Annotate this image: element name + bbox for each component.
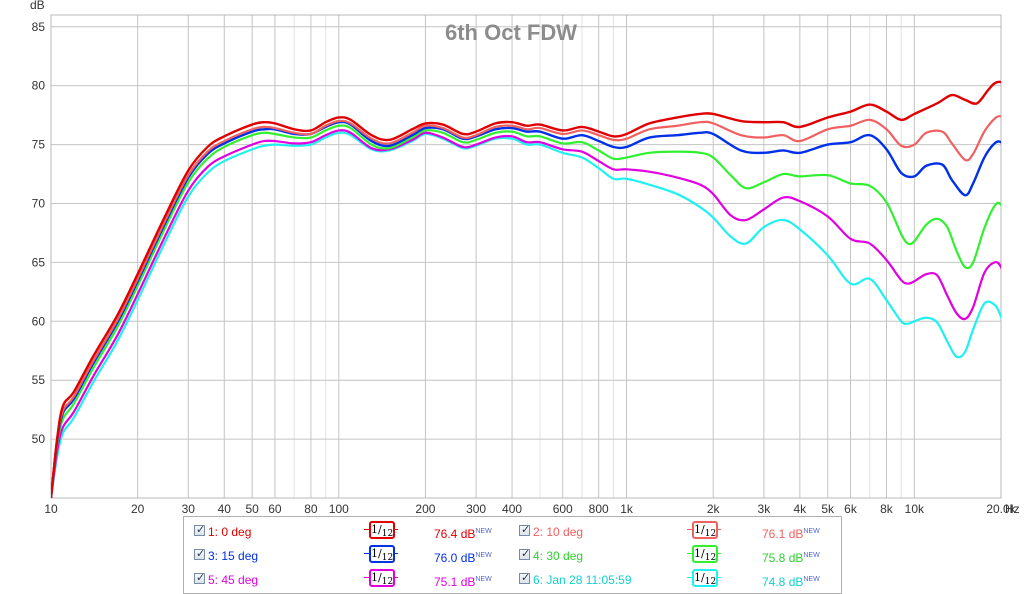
smoothing-indicator[interactable]: 1/12	[364, 521, 398, 539]
plot-area	[51, 15, 1001, 498]
series-line-1	[51, 80, 1001, 498]
x-tick-label: 100	[329, 502, 349, 516]
x-tick-label: 200	[415, 502, 435, 516]
smoothing-indicator[interactable]: 1/12	[687, 545, 721, 563]
checkbox-icon[interactable]: ✓	[519, 524, 531, 536]
smoothing-indicator[interactable]: 1/12	[364, 569, 398, 587]
x-tick-label: 20	[131, 502, 145, 516]
series-line-2	[51, 115, 1001, 498]
y-tick-label: 50	[32, 432, 46, 446]
level-readout: 75.1 dBNEW	[434, 575, 492, 589]
checkbox-icon[interactable]: ✓	[519, 548, 531, 560]
x-tick-label: 50	[245, 502, 259, 516]
x-tick-label: 800	[589, 502, 609, 516]
legend-item-4[interactable]: ✓ 5: 45 deg	[194, 571, 364, 589]
y-axis-unit: dB	[30, 0, 45, 12]
x-tick-label: 10	[44, 502, 58, 516]
y-tick-label: 70	[32, 196, 46, 210]
x-tick-label: 1k	[620, 502, 634, 516]
checkbox-icon[interactable]: ✓	[519, 572, 531, 584]
frequency-response-plot[interactable]: 6th Oct FDW dB Hz 10 20 30 40 50 60 80 100 200 30…	[0, 0, 1024, 516]
checkbox-icon[interactable]: ✓	[194, 524, 206, 536]
level-readout: 75.8 dBNEW	[762, 551, 820, 565]
chart-title: 6th Oct FDW	[445, 20, 577, 45]
series-line-5	[51, 129, 1001, 498]
legend-item-5[interactable]: ✓ 6: Jan 28 11:05:59	[519, 571, 679, 589]
x-tick-label: 8k	[880, 502, 894, 516]
y-tick-label: 75	[32, 138, 46, 152]
legend-item-3[interactable]: ✓ 4: 30 deg	[519, 547, 679, 565]
x-tick-label: 60	[268, 502, 282, 516]
plot-frame	[50, 14, 1002, 499]
checkbox-icon[interactable]: ✓	[194, 572, 206, 584]
legend-item-label: 6: Jan 28 11:05:59	[533, 573, 632, 587]
smoothing-indicator[interactable]: 1/12	[687, 521, 721, 539]
y-tick-label: 65	[32, 255, 46, 269]
legend-item-label: 5: 45 deg	[208, 573, 259, 587]
x-tick-label: 600	[553, 502, 573, 516]
x-tick-label: 4k	[794, 502, 808, 516]
series-line-6	[51, 131, 1001, 498]
y-tick-label: 85	[32, 20, 46, 34]
x-tick-label: 400	[502, 502, 522, 516]
smoothing-indicator[interactable]: 1/12	[364, 545, 398, 563]
legend-item-label: 2: 10 deg	[533, 525, 584, 539]
legend-item-label: 4: 30 deg	[533, 549, 584, 563]
legend-item-2[interactable]: ✓ 3: 15 deg	[194, 547, 364, 565]
checkbox-icon[interactable]: ✓	[194, 548, 206, 560]
level-readout: 74.8 dBNEW	[762, 575, 820, 589]
x-tick-label: 5k	[821, 502, 835, 516]
smoothing-indicator[interactable]: 1/12	[687, 569, 721, 587]
legend-row: ✓ 5: 45 deg 1/12 75.1 dBNEW ✓ 6: Jan 28 …	[184, 568, 841, 592]
level-readout: 76.0 dBNEW	[434, 551, 492, 565]
y-tick-label: 80	[32, 79, 46, 93]
x-tick-label: 80	[304, 502, 318, 516]
legend-row: ✓ 3: 15 deg 1/12 76.0 dBNEW ✓ 4: 30 deg …	[184, 544, 841, 568]
y-tick-label: 60	[32, 314, 46, 328]
x-tick-label: 3k	[758, 502, 772, 516]
legend-item-1[interactable]: ✓ 2: 10 deg	[519, 523, 679, 541]
legend-row: ✓ 1: 0 deg 1/12 76.4 dBNEW ✓ 2: 10 deg 1…	[184, 520, 841, 544]
level-readout: 76.1 dBNEW	[762, 527, 820, 541]
x-tick-label: 10k	[905, 502, 925, 516]
x-tick-label: 30	[182, 502, 196, 516]
legend-item-label: 1: 0 deg	[208, 525, 252, 539]
x-tick-label: 300	[466, 502, 486, 516]
series-line-4	[51, 124, 1001, 498]
legend-panel: ✓ 1: 0 deg 1/12 76.4 dBNEW ✓ 2: 10 deg 1…	[183, 516, 842, 594]
x-tick-label: 6k	[844, 502, 858, 516]
x-axis-unit: Hz	[1005, 502, 1020, 516]
legend-item-label: 3: 15 deg	[208, 549, 259, 563]
y-tick-label: 55	[32, 373, 46, 387]
series-line-3	[51, 120, 1001, 498]
level-readout: 76.4 dBNEW	[434, 527, 492, 541]
legend-item-0[interactable]: ✓ 1: 0 deg	[194, 523, 364, 541]
x-tick-label: 2k	[707, 502, 721, 516]
x-tick-label: 20.0k	[986, 502, 1016, 516]
x-tick-label: 40	[218, 502, 232, 516]
